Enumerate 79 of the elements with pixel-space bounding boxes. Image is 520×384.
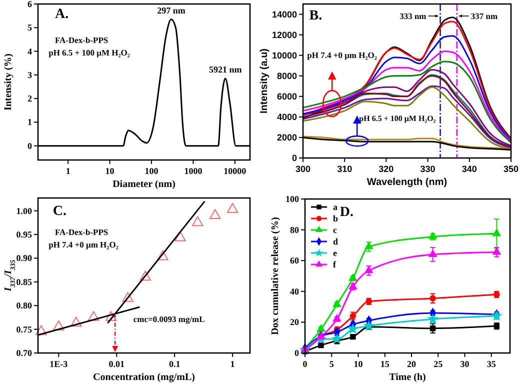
y-tick-label: 0.80 xyxy=(16,300,32,311)
annotation: pH 7.4 +0 μm H₂O₂ xyxy=(48,240,119,250)
annotation: 5921 nm xyxy=(209,64,242,74)
y-tick-label: 100 xyxy=(286,194,300,204)
legend-label: b xyxy=(333,214,338,224)
y-tick-label: 1 xyxy=(28,117,32,128)
y-tick-label: 5 xyxy=(28,22,32,33)
annotation: pH 7.4 +0 μm H₂O₂ xyxy=(307,50,378,60)
annotation: FA-Dex-b-PPS xyxy=(54,35,108,45)
legend-label: c xyxy=(333,225,337,235)
x-tick-label: 320 xyxy=(378,164,394,174)
x-tick-label: 0.01 xyxy=(108,359,126,369)
x-tick-label: 100 xyxy=(144,166,159,176)
annotation: B. xyxy=(309,8,322,24)
legend-label: d xyxy=(333,236,338,246)
ref-line-label: 337 nm xyxy=(470,11,498,21)
x-tick-label: 350 xyxy=(503,164,519,174)
x-tick-label: 5 xyxy=(329,359,334,369)
x-tick-label: 25 xyxy=(434,359,444,369)
y-tick-label: 2 xyxy=(28,94,32,104)
annotation: C. xyxy=(52,204,66,220)
annotation: 297 nm xyxy=(157,5,186,16)
ref-line-label: 333 nm xyxy=(400,11,426,21)
x-tick-label: 1 xyxy=(66,166,71,176)
x-tick-label: 330 xyxy=(420,164,436,174)
x-tick-label: 0.1 xyxy=(168,359,181,369)
annotation: A. xyxy=(54,7,69,22)
y-tick-label: 1.00 xyxy=(16,206,32,216)
x-tick-label: 15 xyxy=(380,359,390,369)
y-tick-label: 0.90 xyxy=(16,253,32,264)
x-tick-label: 30 xyxy=(460,359,470,369)
y-tick-label: 3 xyxy=(28,70,32,80)
x-tick-label: 1 xyxy=(230,359,236,369)
y-tick-label: 80 xyxy=(290,224,300,235)
legend-label: f xyxy=(333,260,337,270)
x-axis-title: Time (h) xyxy=(389,372,426,383)
annotation: pH 6.5 + 100 μM H₂O₂ xyxy=(359,114,436,124)
y-tick-label: 12000 xyxy=(272,30,297,40)
y-tick-label: 10000 xyxy=(272,50,297,60)
y-axis-title: Dox cumulative release (%) xyxy=(270,217,281,335)
annotation: D. xyxy=(340,204,354,220)
y-tick-label: 14000 xyxy=(272,9,297,20)
y-tick-label: 0.95 xyxy=(16,230,32,240)
y-tick-label: 0 xyxy=(294,348,300,358)
x-tick-label: 1000 xyxy=(184,166,203,176)
y-tick-label: 6000 xyxy=(276,91,297,102)
x-tick-label: 35 xyxy=(486,359,496,369)
x-tick-label: 1E-3 xyxy=(50,359,68,369)
annotation: cmc=0.0093 mg/mL xyxy=(133,314,206,324)
x-tick-label: 10 xyxy=(354,359,364,369)
x-axis-title: Concentration (mg/mL) xyxy=(93,372,195,383)
y-tick-label: 20 xyxy=(290,317,300,328)
annotation: FA-Dex-b-PPS xyxy=(54,227,108,238)
x-tick-label: 0 xyxy=(302,359,308,369)
y-tick-label: 4000 xyxy=(276,112,297,122)
x-tick-label: 20 xyxy=(406,359,416,369)
legend-label: e xyxy=(333,248,337,258)
y-tick-label: 0 xyxy=(28,140,32,151)
y-tick-label: 4 xyxy=(28,46,32,56)
x-axis-title: Wavelength (nm) xyxy=(366,177,448,188)
y-tick-label: 40 xyxy=(290,286,300,296)
y-tick-label: 0.75 xyxy=(16,324,32,334)
x-tick-label: 340 xyxy=(462,164,477,174)
x-tick-label: 300 xyxy=(295,164,311,174)
y-tick-label: 6 xyxy=(28,0,32,9)
y-tick-label: 60 xyxy=(290,256,300,266)
x-axis-title: Diameter (nm) xyxy=(112,179,176,190)
y-tick-label: 0 xyxy=(292,153,297,163)
x-tick-label: 10 xyxy=(105,166,115,176)
x-tick-label: 10000 xyxy=(224,166,247,176)
y-tick-label: 2000 xyxy=(276,132,297,142)
y-tick-label: 0.85 xyxy=(16,276,32,287)
y-axis-title: Intensity (a.u) xyxy=(259,48,270,114)
y-tick-label: 8000 xyxy=(276,70,297,81)
y-axis-title: Intensity (%) xyxy=(3,54,14,110)
legend-label: a xyxy=(333,202,338,212)
annotation: pH 6.5 + 100 μM H₂O₂ xyxy=(48,47,130,58)
y-tick-label: 0.70 xyxy=(16,348,32,358)
x-tick-label: 310 xyxy=(337,164,352,174)
